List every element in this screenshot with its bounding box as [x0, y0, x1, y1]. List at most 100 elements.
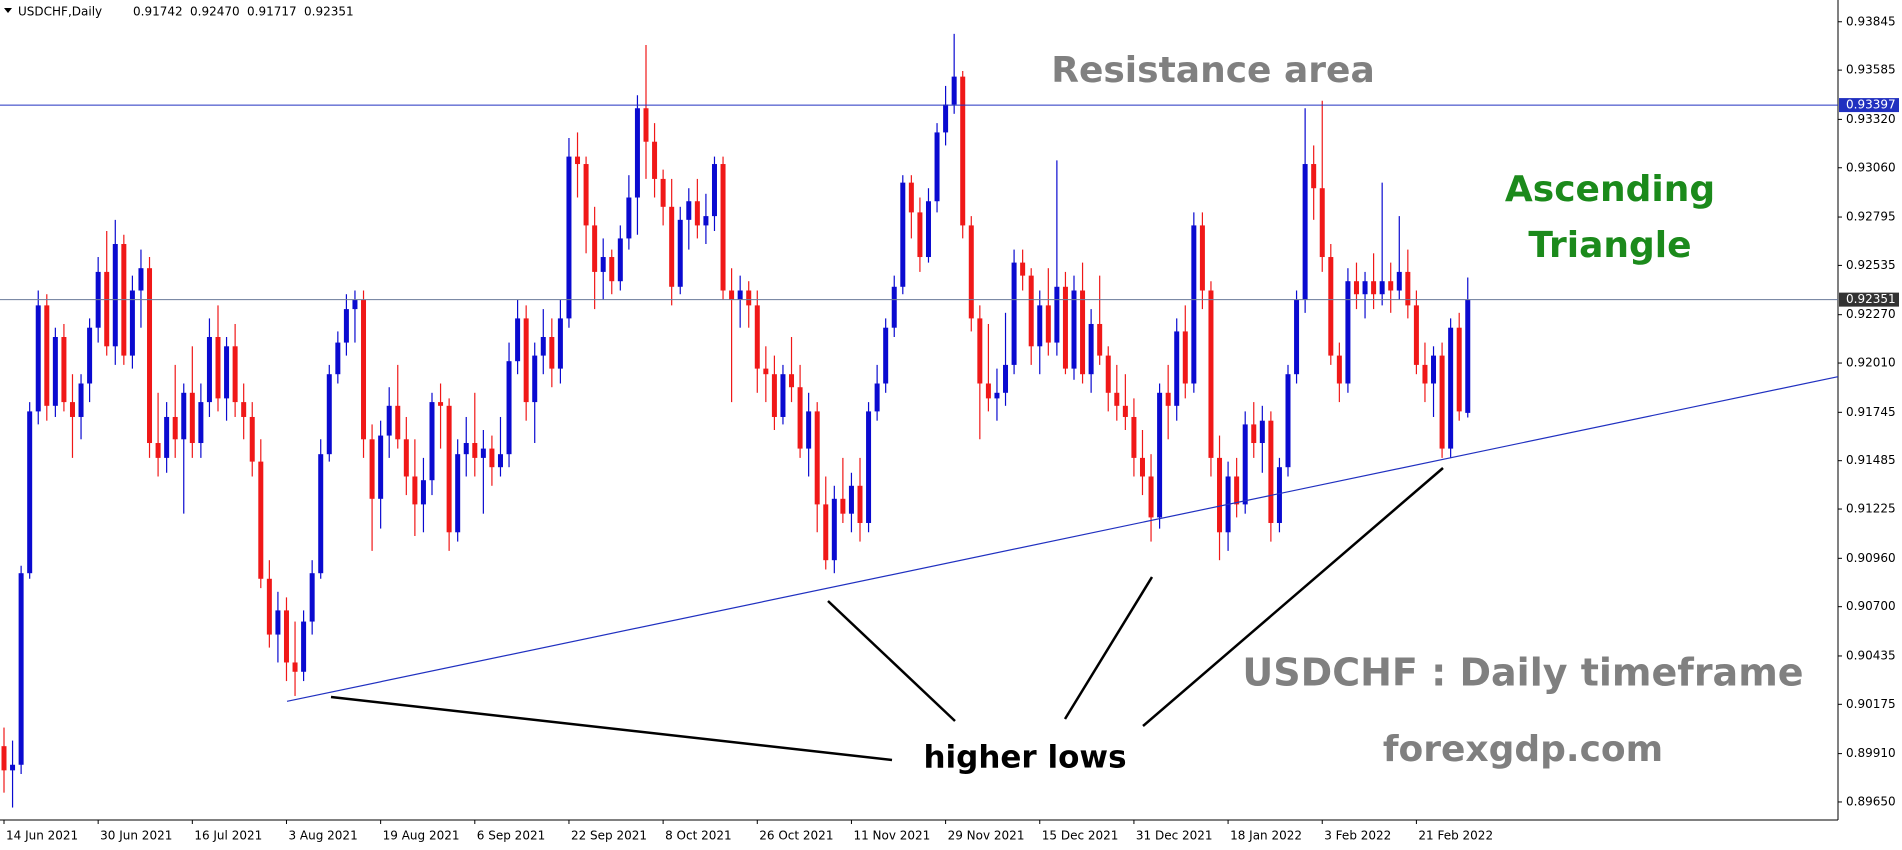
candle-body [532, 355, 538, 403]
candle-body [326, 374, 332, 455]
candle-body [241, 402, 247, 417]
candle-body [1251, 424, 1257, 444]
candle-body [1208, 290, 1214, 458]
menu-arrow [4, 8, 12, 13]
candle-body [1439, 355, 1445, 449]
candle-body [1319, 188, 1325, 258]
y-tick-label: 0.93845 [1846, 14, 1896, 28]
candle-body [1413, 305, 1419, 365]
candle-body [1071, 290, 1077, 369]
candle-body [900, 182, 906, 287]
candle-body [189, 392, 195, 444]
x-tick-label: 31 Dec 2021 [1136, 829, 1213, 843]
candle-body [429, 402, 435, 481]
candle-body [857, 485, 863, 523]
candle-body [523, 318, 529, 403]
y-tick-label: 0.91745 [1846, 405, 1896, 419]
candle-body [52, 337, 58, 406]
candle-body [206, 337, 212, 403]
candle-body [378, 435, 384, 499]
x-tick-label: 22 Sep 2021 [571, 829, 647, 843]
candle-body [771, 374, 777, 417]
candle-body [737, 290, 743, 300]
annotation-arrows [330, 467, 1444, 762]
x-tick-label: 30 Jun 2021 [100, 829, 172, 843]
candle-body [609, 257, 615, 282]
candle-body [943, 104, 949, 133]
y-tick-label: 0.92795 [1846, 210, 1896, 224]
candle-body [438, 402, 444, 406]
candle-body [925, 201, 931, 258]
y-tick-label: 0.90435 [1846, 648, 1896, 662]
x-tick-label: 14 Jun 2021 [6, 829, 78, 843]
candle-body [652, 141, 658, 179]
x-tick-label: 8 Oct 2021 [665, 829, 732, 843]
y-tick-label: 0.91485 [1846, 453, 1896, 467]
candle-body [1, 746, 7, 771]
candle-body [1131, 416, 1137, 458]
candle-body [575, 156, 581, 165]
close-label: 0.92351 [304, 5, 354, 19]
candle-body [35, 305, 41, 412]
candle-body [215, 337, 221, 399]
candle-body [1199, 225, 1205, 291]
candle-body [583, 164, 589, 226]
candle-body [1285, 374, 1291, 468]
y-tick-label: 0.90700 [1846, 599, 1896, 613]
candle-body [1405, 271, 1411, 306]
candle-body [1422, 364, 1428, 384]
candle-body [1234, 476, 1240, 505]
candle-body [1105, 355, 1111, 393]
candle-body [686, 201, 692, 220]
candle-body [1328, 257, 1334, 356]
candle-body [1311, 164, 1317, 189]
trendline [286, 376, 1839, 702]
x-tick-label: 18 Jan 2022 [1230, 829, 1302, 843]
timeframe-label: USDCHF : Daily timeframe [1242, 651, 1803, 695]
y-tick-label: 0.93585 [1846, 63, 1896, 77]
candle-body [1362, 281, 1368, 295]
candle-body [335, 342, 341, 375]
candle-body [472, 443, 478, 458]
x-tick-label: 19 Aug 2021 [383, 829, 460, 843]
pattern-label: Triangle [1528, 225, 1691, 266]
candle-body [455, 454, 461, 533]
x-tick-label: 16 Jul 2021 [194, 829, 262, 843]
candle-body [292, 662, 298, 672]
candle-body [129, 290, 135, 356]
candle-body [754, 305, 760, 369]
candle-body [69, 402, 75, 417]
price-label-box [1839, 98, 1899, 113]
candle-body [112, 244, 118, 347]
candle-body [104, 271, 110, 347]
arrow-line [1142, 467, 1444, 727]
candle-body [301, 621, 307, 672]
candle-body [600, 257, 606, 272]
candle-body [789, 374, 795, 388]
x-tick-label: 26 Oct 2021 [759, 829, 833, 843]
candle-body [1020, 262, 1026, 276]
candle-body [617, 238, 623, 282]
candle-body [643, 108, 649, 142]
candle-body [506, 361, 512, 455]
candle-body [634, 108, 640, 198]
candle-body [1302, 164, 1308, 300]
candle-body [61, 337, 67, 403]
candle-body [780, 374, 786, 417]
candle-body [463, 443, 469, 455]
candle-body [720, 164, 726, 291]
candle-body [557, 318, 563, 369]
candle-body [994, 392, 1000, 399]
candle-body [18, 573, 24, 765]
candle-body [908, 182, 914, 213]
price-label: 0.93397 [1846, 98, 1896, 112]
candle-body [1268, 420, 1274, 523]
candle-body [566, 156, 572, 319]
candle-body [1003, 364, 1009, 393]
candle-body [403, 439, 409, 477]
candle-body [1353, 281, 1359, 295]
symbol: USDCHF,Daily [18, 5, 102, 19]
y-tick-label: 0.93060 [1846, 160, 1896, 174]
candle-body [420, 480, 426, 505]
candle-body [960, 76, 966, 226]
